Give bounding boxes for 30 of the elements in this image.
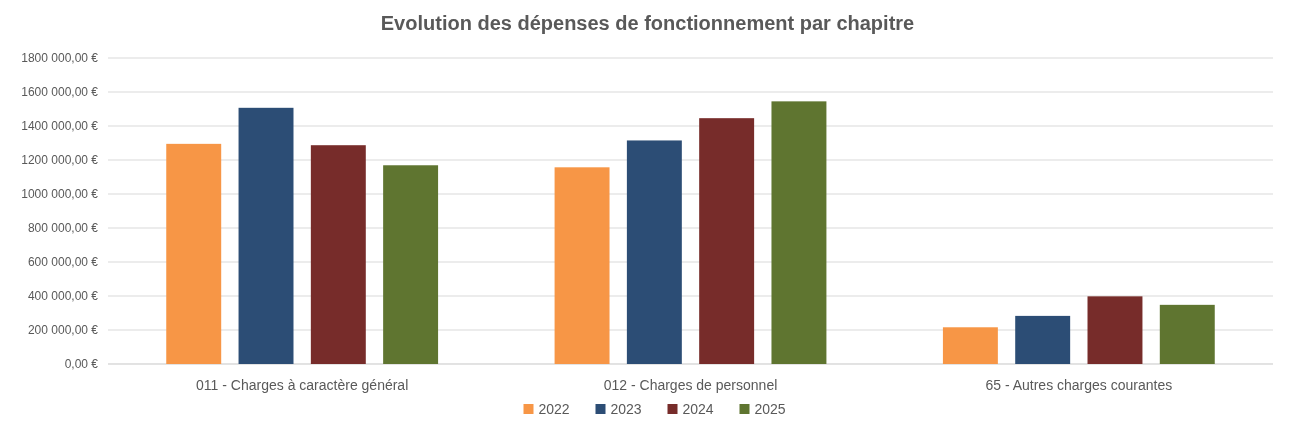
y-tick-label: 0,00 €	[64, 357, 99, 372]
y-tick-label: 1800 000,00 €	[21, 51, 99, 66]
y-tick-label: 800 000,00 €	[27, 221, 99, 236]
chart-title: Evolution des dépenses de fonctionnement par chapitre	[380, 12, 915, 34]
x-tick-label: 65 - Autres charges courantes	[985, 377, 1173, 393]
bar	[1159, 304, 1215, 364]
x-tick-label: 011 - Charges à caractère général	[196, 377, 409, 393]
y-tick-label: 400 000,00 €	[27, 289, 99, 304]
y-tick-label: 600 000,00 €	[27, 255, 99, 270]
bar	[942, 327, 998, 364]
y-tick-label: 1000 000,00 €	[21, 187, 99, 202]
y-tick-label: 1400 000,00 €	[21, 119, 99, 134]
bar	[310, 145, 366, 364]
y-tick-label: 200 000,00 €	[27, 323, 99, 338]
legend-label: 2024	[682, 401, 714, 417]
y-tick-label: 1200 000,00 €	[21, 153, 99, 168]
bar	[699, 118, 755, 364]
bar	[1087, 296, 1143, 364]
legend-label: 2025	[754, 401, 786, 417]
bar	[626, 140, 682, 364]
bar	[771, 101, 827, 364]
y-tick-label: 1600 000,00 €	[21, 85, 99, 100]
x-tick-label: 012 - Charges de personnel	[603, 377, 778, 393]
legend-label: 2022	[538, 401, 570, 417]
bar	[1015, 315, 1071, 364]
bar	[383, 165, 439, 364]
bar	[554, 167, 610, 364]
bar	[166, 143, 222, 364]
bar	[238, 107, 294, 364]
legend-label: 2023	[610, 401, 642, 417]
